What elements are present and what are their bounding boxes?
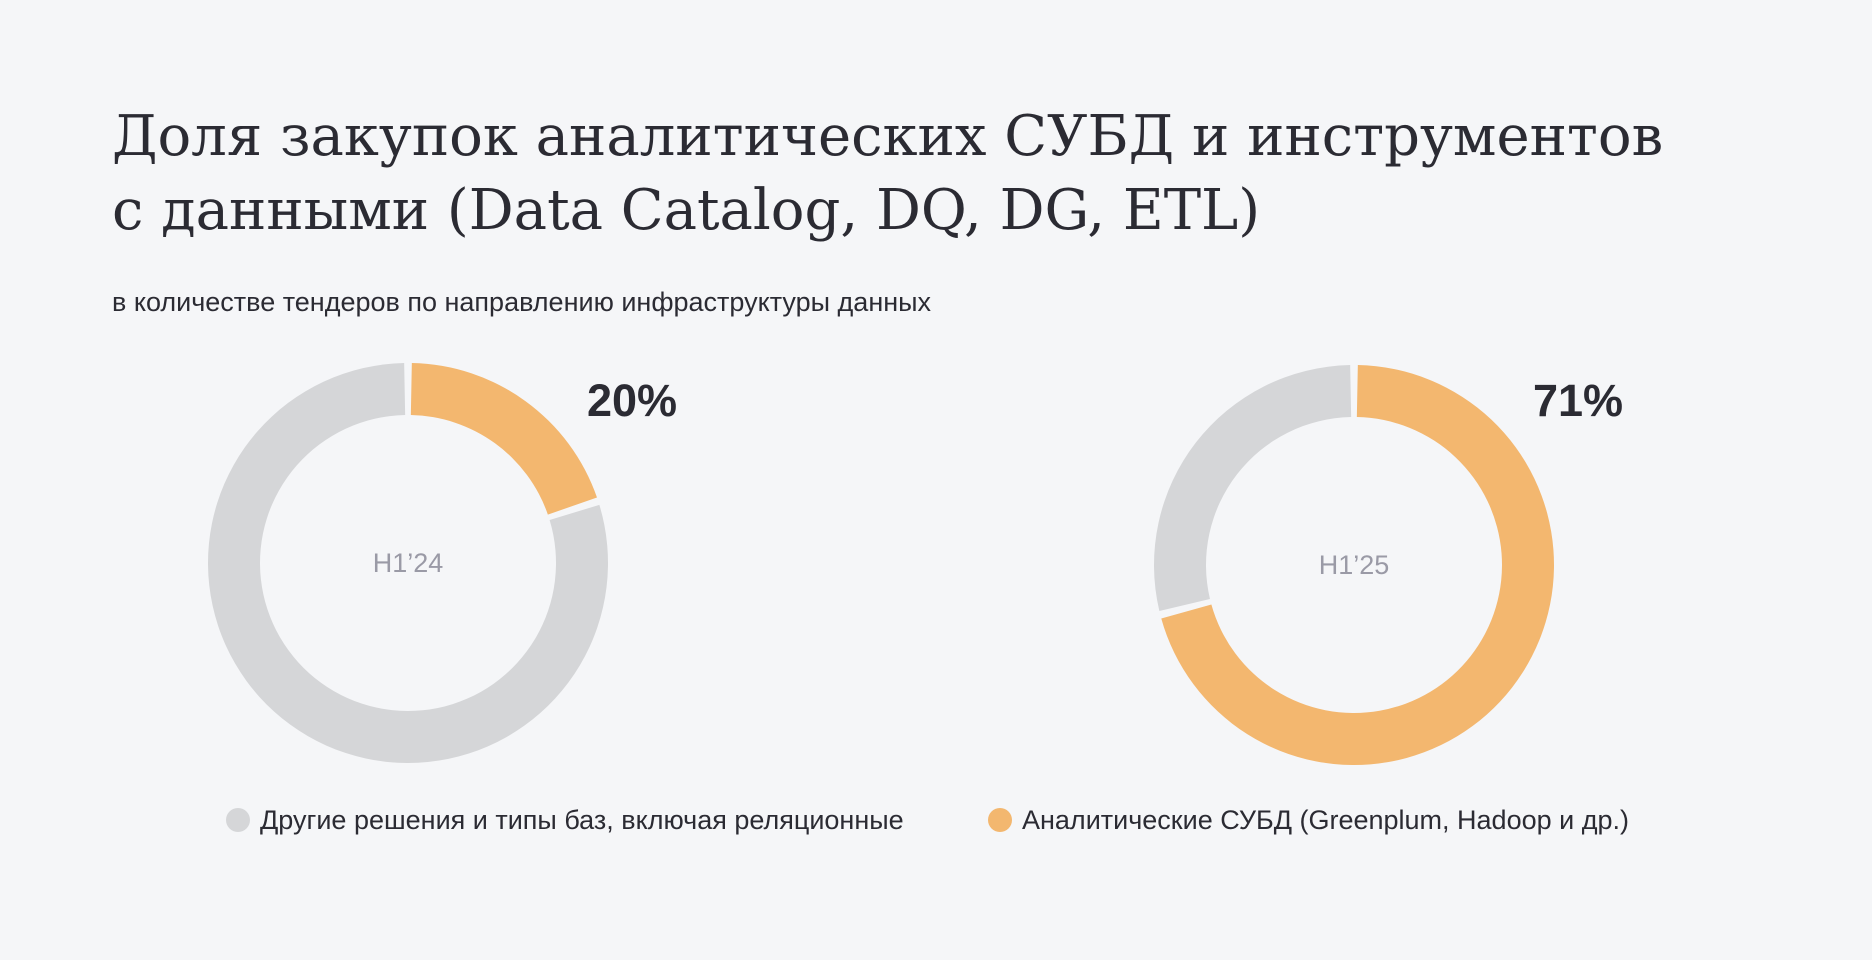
donut-1-slice-analytic bbox=[410, 363, 597, 515]
donut-2-slice-other bbox=[1154, 365, 1352, 612]
donut-2-value-label: 71% bbox=[1533, 375, 1623, 426]
chart-title-line-2: с данными (Data Catalog, DQ, DG, ETL) bbox=[112, 178, 1261, 243]
chart-title-line-1: Доля закупок аналитических СУБД и инстру… bbox=[112, 104, 1664, 169]
legend-swatch-other bbox=[226, 808, 250, 832]
chart-subtitle: в количестве тендеров по направлению инф… bbox=[112, 287, 932, 317]
donut-1-value-label: 20% bbox=[587, 375, 677, 426]
legend-label-analytic: Аналитические СУБД (Greenplum, Hadoop и … bbox=[1022, 804, 1629, 835]
legend: Другие решения и типы баз, включая реляц… bbox=[0, 800, 1872, 840]
legend-item-other: Другие решения и типы баз, включая реляц… bbox=[226, 800, 904, 840]
donut-chart-2: H1’25 71% bbox=[1154, 365, 1623, 765]
donut-2-center-label: H1’25 bbox=[1319, 550, 1390, 580]
legend-label-other: Другие решения и типы баз, включая реляц… bbox=[260, 804, 904, 835]
legend-swatch-analytic bbox=[988, 808, 1012, 832]
donut-chart-1: H1’24 20% bbox=[208, 363, 677, 763]
chart-title: Доля закупок аналитических СУБД и инстру… bbox=[112, 100, 1712, 248]
donut-1-center-label: H1’24 bbox=[373, 548, 444, 578]
legend-item-analytic: Аналитические СУБД (Greenplum, Hadoop и … bbox=[988, 800, 1629, 840]
